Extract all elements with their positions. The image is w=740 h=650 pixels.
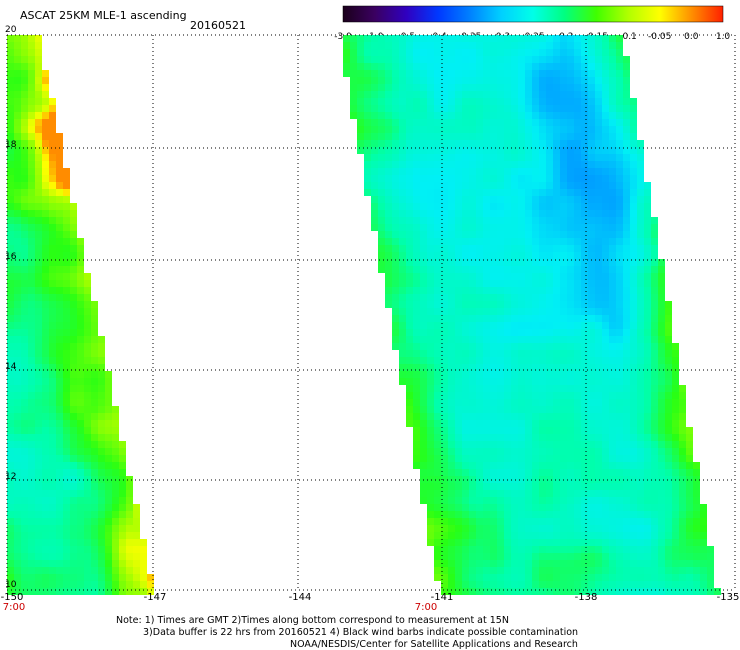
colorbar-label: -0.05 <box>648 32 672 42</box>
note-line-1: Note: 1) Times are GMT 2)Times along bot… <box>116 615 509 626</box>
note-line-3: NOAA/NESDIS/Center for Satellite Applica… <box>290 639 578 650</box>
swath-left <box>7 35 154 595</box>
x-tick-138: -138 <box>574 592 598 603</box>
y-tick-18: 18 <box>5 140 17 150</box>
x-tick-150: -150 <box>0 592 24 603</box>
colorbar-swatches <box>342 5 724 23</box>
x-tick-141: -141 <box>430 592 454 603</box>
colorbar-label: -0.1 <box>619 32 637 42</box>
y-tick-12: 12 <box>5 472 17 482</box>
map-title: ASCAT 25KM MLE-1 ascending <box>20 9 187 22</box>
x-tick-147: -147 <box>143 592 167 603</box>
y-tick-10: 10 <box>5 580 17 590</box>
swath-right <box>343 35 721 595</box>
time-label-swath-2: 7:00 <box>414 602 438 613</box>
map-date: 20160521 <box>190 19 246 32</box>
colorbar-gradient <box>342 5 724 23</box>
x-tick-144: -144 <box>288 592 312 603</box>
colorbar-label: 1.0 <box>715 32 731 42</box>
lat-lon-grid <box>6 34 736 591</box>
y-tick-20: 20 <box>5 25 17 35</box>
x-tick-135: -135 <box>716 592 740 603</box>
y-tick-14: 14 <box>5 362 17 372</box>
swath-data-layer <box>7 35 721 595</box>
y-tick-16: 16 <box>5 252 17 262</box>
colorbar-label: 0.0 <box>684 32 699 42</box>
note-line-2: 3)Data buffer is 22 hrs from 20160521 4)… <box>143 627 579 638</box>
time-label-swath-1: 7:00 <box>2 602 26 613</box>
